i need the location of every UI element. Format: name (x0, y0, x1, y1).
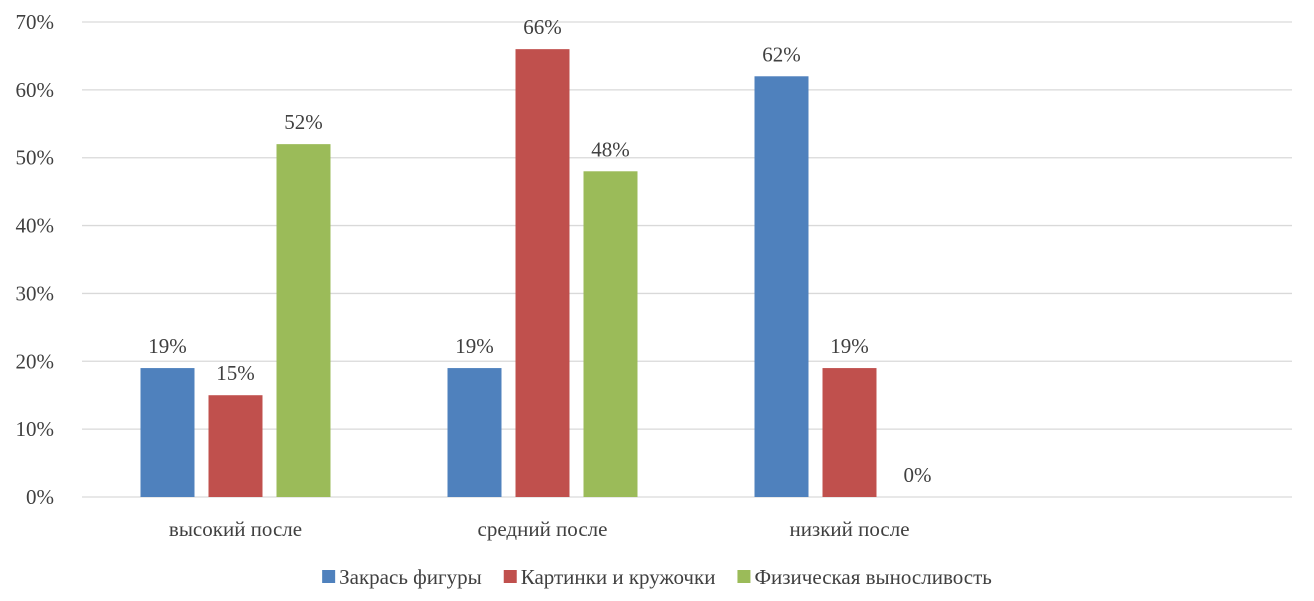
data-label: 0% (904, 463, 932, 487)
legend: Закрась фигуры Картинки и кружочки Физичес… (322, 565, 992, 589)
legend-item: Закрась фигуры (322, 565, 482, 589)
bar (140, 368, 195, 497)
x-category-label: низкий после (789, 517, 909, 541)
data-label: 48% (591, 137, 630, 161)
y-tick-label: 70% (16, 10, 55, 34)
legend-label: Физическая выносливость (754, 565, 991, 589)
bar (754, 76, 809, 498)
legend-label: Картинки и кружочки (521, 565, 716, 589)
data-label: 15% (216, 361, 255, 385)
legend-swatch (737, 570, 751, 583)
data-labels: 19% 15% 52% 19% 66% 48% 62% 19% 0% (148, 15, 931, 487)
gridlines (82, 21, 1292, 498)
data-label: 62% (762, 42, 801, 66)
x-category-label: средний после (478, 517, 608, 541)
legend-item: Физическая выносливость (737, 565, 992, 589)
data-label: 19% (455, 334, 494, 358)
bar (276, 144, 331, 497)
y-tick-label: 60% (16, 78, 55, 102)
y-tick-label: 30% (16, 281, 55, 305)
y-tick-label: 0% (26, 485, 54, 509)
y-axis-ticks: 0% 10% 20% 30% 40% 50% 60% 70% (16, 10, 55, 509)
x-axis-categories: высокий после средний после низкий после (169, 517, 910, 541)
legend-label: Закрась фигуры (339, 565, 482, 589)
bars (140, 49, 877, 498)
legend-swatch (503, 570, 517, 583)
data-label: 66% (523, 15, 562, 39)
data-label: 52% (284, 110, 323, 134)
y-tick-label: 50% (16, 146, 55, 170)
legend-item: Картинки и кружочки (503, 565, 716, 589)
y-tick-label: 40% (16, 214, 55, 238)
x-category-label: высокий после (169, 517, 302, 541)
bar (447, 368, 502, 497)
y-tick-label: 10% (16, 417, 55, 441)
y-tick-label: 20% (16, 349, 55, 373)
bar (822, 368, 877, 497)
bar (208, 395, 263, 497)
data-label: 19% (830, 334, 869, 358)
bar (583, 171, 638, 498)
bar (515, 49, 570, 498)
legend-swatch (322, 570, 336, 583)
data-label: 19% (148, 334, 187, 358)
